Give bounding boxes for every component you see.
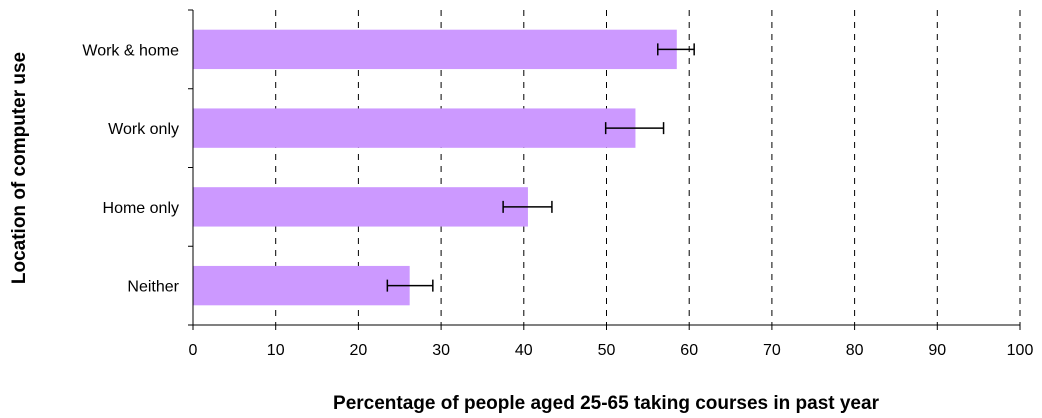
x-tick-label: 20 xyxy=(350,342,368,359)
x-tick-labels: 0 10 20 30 40 50 60 70 80 90 100 xyxy=(189,325,1034,359)
y-tick-label: Neither xyxy=(127,279,179,296)
x-tick-label: 90 xyxy=(928,342,946,359)
y-tick-label: Work & home xyxy=(82,42,179,59)
y-tick-label: Work only xyxy=(108,121,179,138)
x-tick-label: 60 xyxy=(680,342,698,359)
x-tick-label: 0 xyxy=(189,342,198,359)
x-tick-label: 40 xyxy=(515,342,533,359)
x-tick-label: 10 xyxy=(267,342,285,359)
x-tick-label: 70 xyxy=(763,342,781,359)
x-tick-label: 80 xyxy=(846,342,864,359)
bar xyxy=(193,108,636,148)
bar xyxy=(193,29,677,70)
bar xyxy=(193,265,410,306)
x-tick-label: 50 xyxy=(598,342,616,359)
x-tick-label: 100 xyxy=(1007,342,1034,359)
x-axis-title: Percentage of people aged 25-65 taking c… xyxy=(333,393,880,414)
bar xyxy=(193,187,528,227)
x-tick-label: 30 xyxy=(432,342,450,359)
y-axis-title: Location of computer use xyxy=(9,52,30,284)
error-bars xyxy=(386,43,695,292)
bars xyxy=(193,29,677,306)
y-tick-labels: Work & home Work only Home only Neither xyxy=(82,9,193,326)
y-tick-label: Home only xyxy=(103,200,179,217)
